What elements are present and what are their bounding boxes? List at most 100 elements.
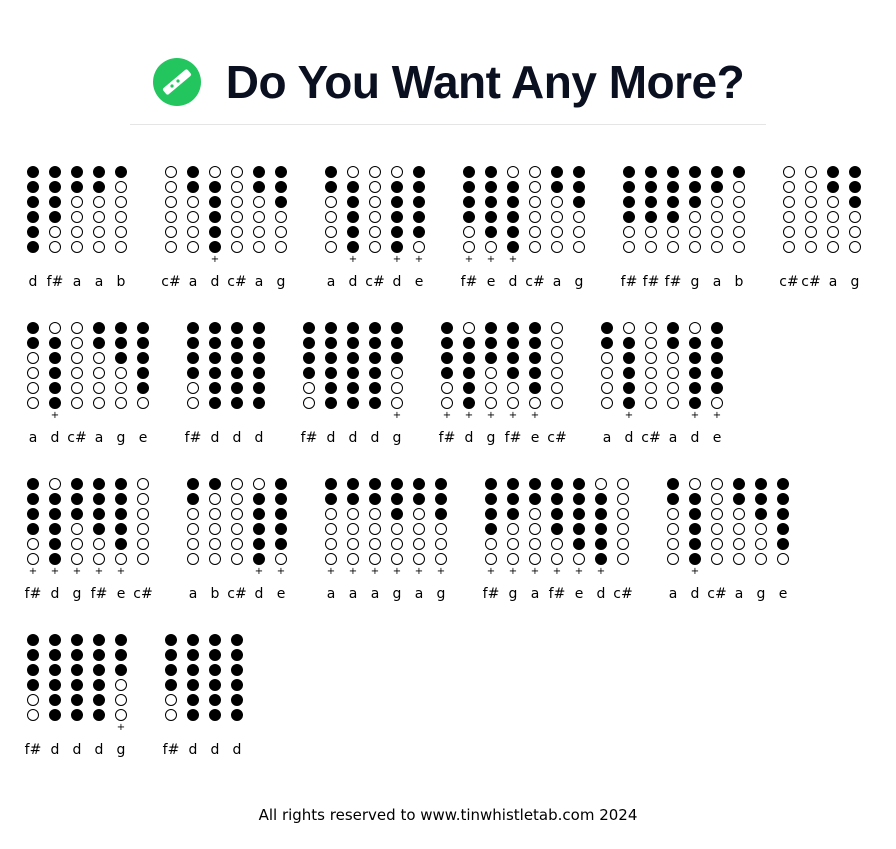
logo (152, 58, 201, 106)
hole (369, 195, 381, 208)
hole (27, 351, 39, 364)
hole (115, 396, 127, 409)
note-group: + f# + e + d c# a g (458, 164, 590, 320)
hole (601, 321, 613, 334)
hole (137, 321, 149, 334)
hole (137, 477, 149, 490)
hole (71, 366, 83, 379)
hole (645, 225, 657, 238)
hole (441, 396, 453, 409)
note-group: + a + a + a + g + a + g (320, 476, 452, 632)
hole (275, 195, 287, 208)
octave-mark: + (508, 254, 518, 265)
hole (209, 693, 221, 706)
note-group: f# d d d + g (22, 632, 132, 788)
hole (391, 396, 403, 409)
fingering: + d (44, 476, 66, 632)
hole (27, 633, 39, 646)
hole (485, 522, 497, 535)
hole (391, 240, 403, 253)
hole (783, 240, 795, 253)
hole (667, 396, 679, 409)
hole (71, 210, 83, 223)
fingering: a (248, 164, 270, 320)
hole (27, 381, 39, 394)
hole (595, 492, 607, 505)
note-group: + f# + d + g + f# + e c# (436, 320, 568, 476)
hole (551, 381, 563, 394)
hole (733, 240, 745, 253)
hole (231, 366, 243, 379)
fingering: b (110, 164, 132, 320)
hole (347, 507, 359, 520)
tab-row: d f# a a b c# a + d c# a g a + d c# + d + e + f# + e + d c# a g f# f# f… (22, 164, 882, 320)
hole (689, 522, 701, 535)
hole (115, 522, 127, 535)
hole (667, 240, 679, 253)
hole (413, 180, 425, 193)
hole (413, 165, 425, 178)
hole (601, 351, 613, 364)
hole (711, 396, 723, 409)
hole (347, 210, 359, 223)
fingering: g (750, 476, 772, 632)
hole (27, 240, 39, 253)
hole (507, 537, 519, 550)
hole (601, 381, 613, 394)
hole (49, 165, 61, 178)
hole (413, 492, 425, 505)
hole (209, 210, 221, 223)
hole (209, 477, 221, 490)
hole (689, 321, 701, 334)
hole (435, 522, 447, 535)
hole (137, 381, 149, 394)
fingering: a (182, 164, 204, 320)
hole (507, 165, 519, 178)
hole (275, 492, 287, 505)
note-name: c# (133, 586, 153, 602)
hole (165, 165, 177, 178)
hole (209, 336, 221, 349)
octave-mark: + (50, 566, 60, 577)
note-name: a (370, 586, 380, 602)
hole (413, 477, 425, 490)
hole (49, 522, 61, 535)
hole (463, 336, 475, 349)
hole (347, 336, 359, 349)
hole (391, 507, 403, 520)
note-name: f# (642, 274, 660, 290)
note-name: f# (46, 274, 64, 290)
fingering: + e (706, 320, 728, 476)
hole (187, 708, 199, 721)
hole (689, 195, 701, 208)
hole (115, 366, 127, 379)
hole (49, 552, 61, 565)
note-name: e (574, 586, 584, 602)
hole (253, 351, 265, 364)
hole (529, 507, 541, 520)
hole (231, 507, 243, 520)
hole (441, 381, 453, 394)
hole (463, 240, 475, 253)
note-name: d (72, 742, 82, 758)
hole (303, 351, 315, 364)
octave-mark: + (414, 254, 424, 265)
hole (689, 477, 701, 490)
note-name: a (828, 274, 838, 290)
hole (667, 210, 679, 223)
note-name: d (232, 742, 242, 758)
hole (49, 210, 61, 223)
hole (187, 633, 199, 646)
note-name: d (348, 274, 358, 290)
hole (231, 381, 243, 394)
hole (115, 537, 127, 550)
note-name: a (668, 430, 678, 446)
hole (805, 210, 817, 223)
note-group: c# a + d c# a g (160, 164, 292, 320)
fingering: + f# (546, 476, 568, 632)
hole (667, 165, 679, 178)
hole (325, 366, 337, 379)
hole (667, 492, 679, 505)
hole (529, 165, 541, 178)
fingering: a (822, 164, 844, 320)
